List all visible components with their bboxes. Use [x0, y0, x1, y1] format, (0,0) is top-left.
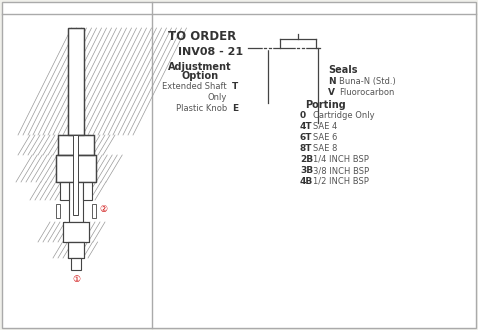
Text: E: E: [232, 104, 238, 113]
Text: N: N: [328, 77, 336, 86]
Text: SAE 6: SAE 6: [313, 133, 337, 142]
Text: 3/8 INCH BSP: 3/8 INCH BSP: [313, 166, 369, 175]
Text: 4T: 4T: [300, 122, 313, 131]
Text: T: T: [232, 82, 238, 91]
Text: V: V: [328, 88, 335, 97]
Text: 0: 0: [300, 111, 306, 120]
Bar: [69, 182, 83, 222]
Text: 1/4 INCH BSP: 1/4 INCH BSP: [313, 155, 369, 164]
Text: 4B: 4B: [300, 177, 313, 186]
Text: 6T: 6T: [300, 133, 313, 142]
Text: INV08 - 21: INV08 - 21: [178, 47, 243, 57]
Text: Adjustment: Adjustment: [168, 62, 232, 72]
Bar: [71, 258, 81, 270]
Bar: [68, 28, 84, 135]
Text: Option: Option: [182, 71, 218, 81]
Text: ②: ②: [99, 206, 107, 214]
Text: 2B: 2B: [300, 155, 313, 164]
Bar: [58, 135, 94, 155]
Bar: [68, 28, 84, 135]
Text: Cartridge Only: Cartridge Only: [313, 111, 375, 120]
Bar: [63, 222, 89, 242]
Bar: [74, 135, 78, 215]
Bar: [68, 242, 84, 258]
Bar: [58, 135, 94, 155]
Text: Extended Shaft: Extended Shaft: [163, 82, 227, 91]
Bar: [56, 155, 96, 182]
Text: Plastic Knob: Plastic Knob: [176, 104, 227, 113]
Text: ①: ①: [72, 276, 80, 284]
Text: Buna-N (Std.): Buna-N (Std.): [339, 77, 396, 86]
Text: 8T: 8T: [300, 144, 313, 153]
Text: SAE 8: SAE 8: [313, 144, 337, 153]
Text: Fluorocarbon: Fluorocarbon: [339, 88, 394, 97]
Bar: [56, 155, 96, 182]
Bar: [60, 182, 69, 200]
Bar: [68, 28, 84, 135]
Bar: [83, 182, 92, 200]
Text: Seals: Seals: [328, 65, 358, 75]
Bar: [68, 242, 84, 258]
Bar: [56, 204, 60, 218]
Bar: [63, 222, 89, 242]
Text: SAE 4: SAE 4: [313, 122, 337, 131]
Text: Only: Only: [207, 93, 227, 102]
Text: 3B: 3B: [300, 166, 313, 175]
Bar: [92, 204, 96, 218]
Text: Porting: Porting: [305, 100, 346, 110]
Text: 1/2 INCH BSP: 1/2 INCH BSP: [313, 177, 369, 186]
Text: TO ORDER: TO ORDER: [168, 30, 236, 43]
